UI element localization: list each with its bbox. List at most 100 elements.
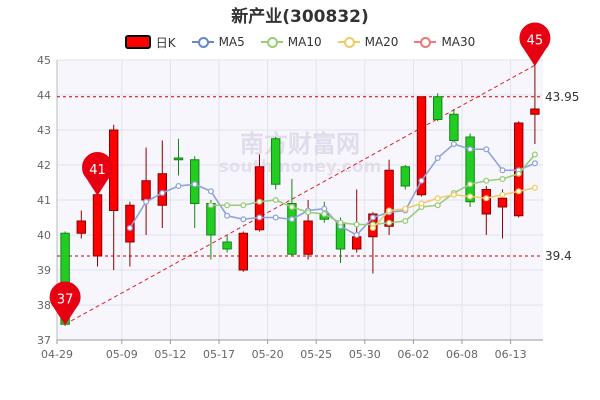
ma10-point: [240, 202, 247, 209]
ma5-point: [159, 189, 166, 197]
ma5-point: [499, 167, 506, 174]
chart-legend: 日K MA5 MA10 MA20 MA30: [0, 32, 600, 52]
ma5-point: [143, 198, 150, 205]
candle: [270, 137, 281, 190]
candle: [238, 231, 249, 272]
legend-item-ma20[interactable]: MA20: [337, 35, 399, 49]
candle-body: [481, 189, 492, 215]
ma5-point: [483, 146, 490, 153]
x-tick-label: 05-20: [252, 348, 284, 361]
candle-body: [287, 203, 297, 255]
candle: [530, 65, 540, 144]
candle-body: [173, 157, 184, 161]
candle-body: [125, 204, 135, 243]
y-tick-label: 37: [37, 334, 51, 347]
candle-body: [432, 96, 443, 120]
x-tick-label: 06-13: [495, 348, 527, 361]
candle-body: [222, 241, 232, 250]
x-tick-label: 05-30: [349, 348, 381, 361]
candle-body: [254, 166, 265, 231]
legend-label-ma5: MA5: [218, 35, 245, 49]
ma10-point: [467, 181, 474, 188]
candle-body: [416, 96, 427, 196]
trend-line: [64, 64, 536, 325]
pin-marker: 45: [519, 22, 551, 67]
candle-body: [270, 138, 281, 185]
candle: [92, 189, 103, 267]
candle: [449, 109, 459, 144]
ma20-point: [402, 205, 409, 212]
legend-swatch-ma30: [414, 36, 437, 48]
x-tick-label: 05-17: [203, 348, 235, 361]
candle-body: [92, 194, 103, 257]
ma10-point: [337, 219, 344, 226]
candle-body: [530, 108, 540, 115]
candle-body: [76, 220, 87, 234]
candle-body: [238, 232, 249, 271]
x-tick-label: 05-25: [300, 348, 332, 361]
ma5-point: [288, 216, 295, 223]
candle-body: [303, 220, 313, 255]
reference-label: 43.95: [545, 90, 579, 104]
y-tick-label: 40: [37, 229, 51, 242]
candle: [157, 140, 168, 228]
candle-body: [400, 166, 411, 187]
ma10-point: [483, 177, 490, 184]
pin-shape: [49, 281, 81, 326]
candle-body: [465, 136, 475, 203]
ma10-point: [402, 217, 409, 225]
legend-item-ma10[interactable]: MA10: [260, 35, 322, 49]
ma5-point: [207, 188, 214, 195]
candle-body: [351, 236, 362, 250]
ma20-point: [483, 195, 490, 202]
chart-title: 新产业(300832): [231, 7, 369, 27]
candle-body: [157, 173, 168, 206]
pin-marker: 41: [82, 152, 113, 196]
candle-body: [497, 197, 508, 208]
ma10-point: [224, 202, 231, 209]
y-tick-label: 39: [37, 264, 51, 277]
ma20-point: [369, 224, 376, 232]
x-tick-label: 05-09: [106, 348, 138, 361]
ma5-point: [175, 182, 182, 190]
ma5-point: [224, 212, 231, 219]
ma20-point: [386, 207, 393, 214]
legend-item-dayk[interactable]: 日K: [124, 34, 176, 51]
ma10-point: [434, 202, 441, 209]
pin-shape: [82, 152, 113, 196]
ma5-point: [369, 214, 376, 221]
pin-label: 41: [89, 163, 106, 178]
x-tick-label: 06-08: [446, 348, 478, 361]
candle-body: [384, 169, 394, 227]
watermark-cn: 南方财富网: [240, 130, 360, 158]
candle: [76, 210, 87, 239]
legend-item-ma5[interactable]: MA5: [191, 35, 245, 49]
y-tick-label: 38: [37, 299, 51, 312]
ma10-point: [321, 210, 328, 218]
candle: [125, 201, 135, 267]
candle: [222, 235, 232, 253]
ma10-point: [288, 203, 295, 211]
candle-body: [141, 180, 151, 201]
ma20-point: [418, 200, 425, 207]
legend-label-ma20: MA20: [364, 35, 399, 49]
candle: [432, 93, 443, 122]
pin-label: 45: [527, 33, 544, 48]
ma5-point: [256, 214, 263, 221]
legend-item-ma30[interactable]: MA30: [414, 35, 475, 49]
ma5-point: [531, 160, 538, 167]
ma5-point: [126, 224, 133, 232]
candle: [173, 138, 184, 176]
x-tick-label: 05-12: [154, 348, 186, 361]
ma20-point: [531, 184, 538, 191]
y-tick-label: 42: [37, 159, 51, 172]
ma5-point: [450, 140, 457, 148]
y-tick-label: 43: [37, 124, 51, 137]
ma10-point: [353, 221, 360, 228]
ma10-point: [272, 196, 279, 204]
ma10-point: [386, 219, 393, 226]
y-tick-label: 44: [37, 89, 51, 102]
x-tick-label: 04-29: [41, 348, 73, 361]
ma10-point: [256, 198, 263, 205]
